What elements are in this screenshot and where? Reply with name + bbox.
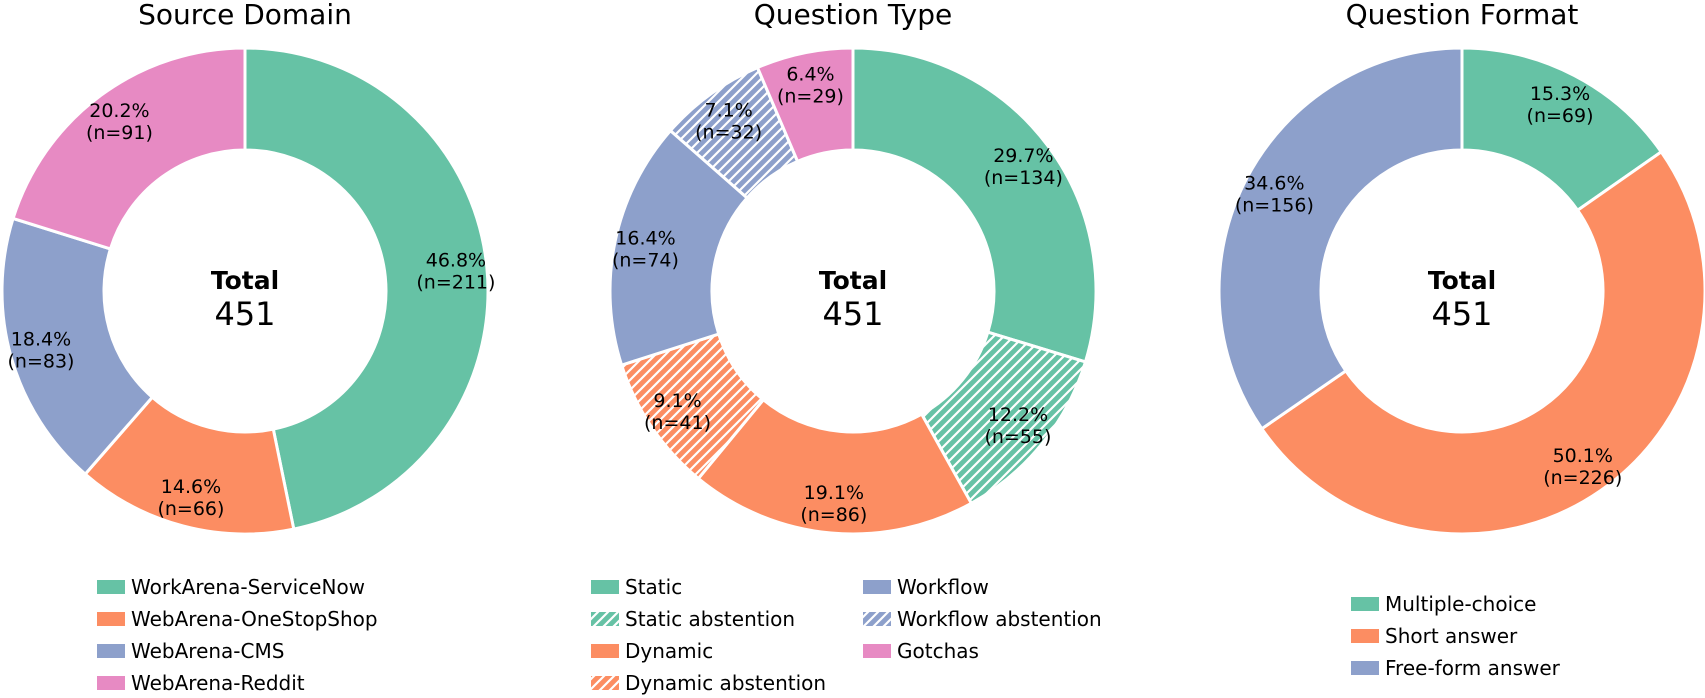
slice-percent-label: 29.7%: [993, 145, 1053, 167]
chart-title: Question Format: [1346, 0, 1579, 31]
legend-swatch: [863, 644, 891, 658]
slice-gotchas: [755, 46, 855, 164]
slice-static: [851, 46, 1098, 364]
legend-swatch: [97, 644, 125, 658]
slice-percent-label: 15.3%: [1530, 83, 1590, 105]
chart-title: Source Domain: [138, 0, 352, 31]
slice-count-label: (n=86): [800, 504, 867, 526]
legend-swatch: [591, 644, 619, 658]
slice-percent-label: 9.1%: [653, 390, 701, 412]
center-total-value: 451: [1431, 295, 1492, 333]
center-total-value: 451: [822, 295, 883, 333]
slice-workarena-servicenow: [243, 46, 490, 531]
legend-swatch: [1351, 661, 1379, 675]
center-total-label: Total: [211, 266, 279, 295]
donut-chart-1: Source Domain 46.8%(n=211) 14.6%(n=66) 18.4…: [0, 0, 495, 695]
slice-count-label: (n=29): [777, 85, 844, 107]
slice-workflow: [608, 128, 750, 368]
legend-swatch: [591, 676, 619, 690]
center-total-label: Total: [1428, 266, 1496, 295]
legend-label: WebArena-CMS: [131, 639, 284, 663]
slice-count-label: (n=134): [984, 167, 1063, 189]
legend-label: Static abstention: [625, 607, 795, 631]
slice-webarena-cms: [0, 216, 155, 477]
legend-label: Dynamic abstention: [625, 671, 826, 695]
legend-swatch: [863, 580, 891, 594]
legend-label: Free-form answer: [1385, 656, 1561, 680]
slice-count-label: (n=91): [86, 122, 153, 144]
legend-swatch: [591, 612, 619, 626]
legend-swatch: [1351, 597, 1379, 611]
chart-title: Question Type: [754, 0, 952, 31]
slice-percent-label: 19.1%: [804, 482, 864, 504]
legend-label: WebArena-OneStopShop: [131, 607, 378, 631]
slice-count-label: (n=32): [695, 121, 762, 143]
slice-percent-label: 6.4%: [786, 63, 834, 85]
legend-swatch: [863, 612, 891, 626]
donut-chart-3: Question Format 15.3%(n=69) 50.1%(n=226) 34…: [1217, 0, 1705, 680]
slice-webarena-reddit: [11, 46, 247, 251]
legend-label: Gotchas: [897, 639, 979, 663]
slice-percent-label: 20.2%: [89, 100, 149, 122]
slice-percent-label: 16.4%: [615, 228, 675, 250]
center-total-label: Total: [819, 266, 887, 295]
slice-count-label: (n=41): [644, 412, 711, 434]
slice-count-label: (n=69): [1527, 105, 1594, 127]
slice-short-answer: [1259, 149, 1705, 536]
slice-count-label: (n=55): [984, 426, 1051, 448]
legend-label: Static: [625, 575, 682, 599]
slice-percent-label: 7.1%: [704, 99, 752, 121]
slice-percent-label: 50.1%: [1553, 445, 1613, 467]
legend-label: Dynamic: [625, 639, 713, 663]
legend-label: WebArena-Reddit: [131, 671, 305, 695]
legend-label: Workflow abstention: [897, 607, 1102, 631]
chart-legend: Static Static abstention Dynamic Dynamic ab…: [591, 575, 1102, 695]
legend-label: WorkArena-ServiceNow: [131, 575, 365, 599]
chart-legend: WorkArena-ServiceNow WebArena-OneStopShop…: [97, 575, 378, 695]
slice-percent-label: 12.2%: [988, 404, 1048, 426]
slice-percent-label: 14.6%: [161, 476, 221, 498]
slice-count-label: (n=74): [612, 250, 679, 272]
legend-swatch: [97, 612, 125, 626]
slice-count-label: (n=156): [1235, 194, 1314, 216]
legend-label: Short answer: [1385, 624, 1518, 648]
slice-percent-label: 18.4%: [11, 329, 71, 351]
chart-legend: Multiple-choice Short answer Free-form ans…: [1351, 592, 1561, 680]
center-total-value: 451: [214, 295, 275, 333]
slice-dynamic: [696, 397, 974, 536]
legend-label: Workflow: [897, 575, 989, 599]
legend-swatch: [1351, 629, 1379, 643]
legend-swatch: [97, 580, 125, 594]
slice-count-label: (n=211): [416, 272, 495, 294]
slice-percent-label: 46.8%: [426, 250, 486, 272]
legend-swatch: [97, 676, 125, 690]
legend-label: Multiple-choice: [1385, 592, 1536, 616]
slice-count-label: (n=66): [157, 498, 224, 520]
slice-percent-label: 34.6%: [1244, 172, 1304, 194]
slice-count-label: (n=226): [1543, 467, 1622, 489]
slice-count-label: (n=83): [7, 351, 74, 373]
slice-free-form-answer: [1217, 46, 1464, 431]
legend-swatch: [591, 580, 619, 594]
donut-chart-2: Question Type 29.7%(n=134) 12.2%(n=55) 19.1…: [591, 0, 1102, 695]
